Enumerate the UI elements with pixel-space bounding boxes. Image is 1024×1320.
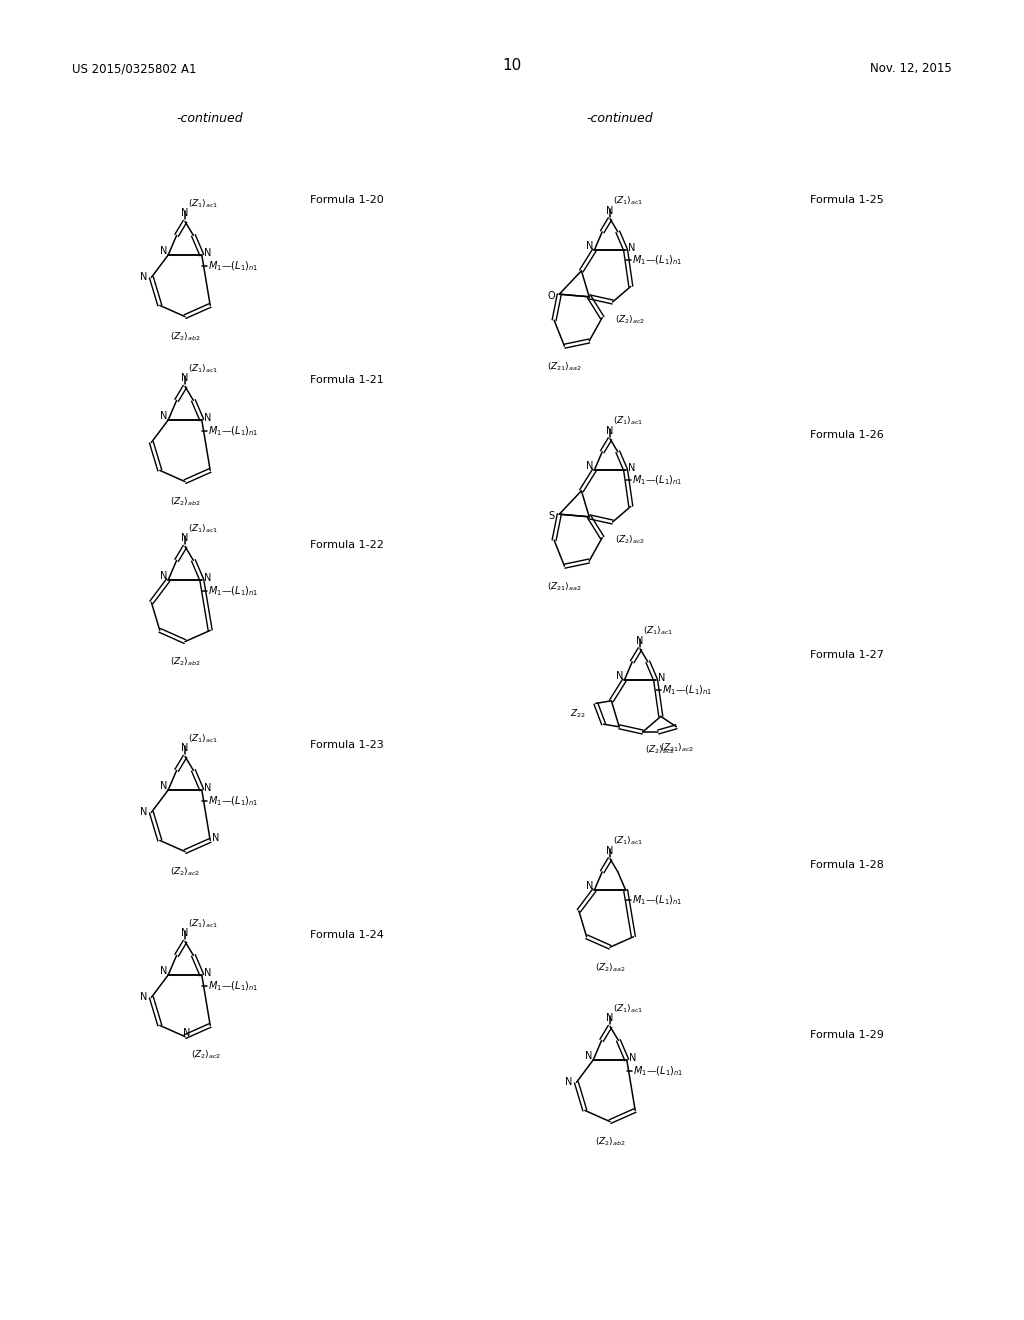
Text: $M_1$—$(L_1)_{n1}$: $M_1$—$(L_1)_{n1}$ xyxy=(208,425,258,438)
Text: -continued: -continued xyxy=(177,112,244,125)
Text: N: N xyxy=(586,880,593,891)
Text: Formula 1-20: Formula 1-20 xyxy=(310,195,384,205)
Text: Formula 1-26: Formula 1-26 xyxy=(810,430,884,440)
Text: S: S xyxy=(548,511,554,521)
Text: $Z_{22}$: $Z_{22}$ xyxy=(570,708,586,719)
Text: US 2015/0325802 A1: US 2015/0325802 A1 xyxy=(72,62,197,75)
Text: N: N xyxy=(139,993,147,1002)
Text: N: N xyxy=(629,1053,637,1063)
Text: N: N xyxy=(615,671,623,681)
Text: $(Z_1)_{ac1}$: $(Z_1)_{ac1}$ xyxy=(613,834,643,847)
Text: $(Z_1)_{ac1}$: $(Z_1)_{ac1}$ xyxy=(188,523,218,535)
Text: $(Z_1)_{ac1}$: $(Z_1)_{ac1}$ xyxy=(613,194,643,207)
Text: $(Z_2)_{ac2}$: $(Z_2)_{ac2}$ xyxy=(191,1048,221,1061)
Text: N: N xyxy=(181,743,188,754)
Text: N: N xyxy=(181,928,188,939)
Text: $M_1$—$(L_1)_{n1}$: $M_1$—$(L_1)_{n1}$ xyxy=(633,1064,683,1078)
Text: $(Z_{21})_{aa2}$: $(Z_{21})_{aa2}$ xyxy=(547,581,582,593)
Text: N: N xyxy=(564,1077,572,1088)
Text: $(Z_2)_{ac2}$: $(Z_2)_{ac2}$ xyxy=(614,314,645,326)
Text: 10: 10 xyxy=(503,58,521,73)
Text: $(Z_1)_{ac1}$: $(Z_1)_{ac1}$ xyxy=(188,362,218,375)
Text: N: N xyxy=(183,1027,190,1038)
Text: Nov. 12, 2015: Nov. 12, 2015 xyxy=(870,62,952,75)
Text: $M_1$—$(L_1)_{n1}$: $M_1$—$(L_1)_{n1}$ xyxy=(632,253,682,267)
Text: $M_1$—$(L_1)_{n1}$: $M_1$—$(L_1)_{n1}$ xyxy=(632,894,682,907)
Text: $(Z_1)_{ac1}$: $(Z_1)_{ac1}$ xyxy=(613,414,643,428)
Text: N: N xyxy=(181,533,188,544)
Text: N: N xyxy=(160,411,167,421)
Text: Formula 1-23: Formula 1-23 xyxy=(310,741,384,750)
Text: $(Z_2)_{ab2}$: $(Z_2)_{ab2}$ xyxy=(170,330,201,343)
Text: $(Z_2)_{aa2}$: $(Z_2)_{aa2}$ xyxy=(595,961,626,974)
Text: -continued: -continued xyxy=(587,112,653,125)
Text: N: N xyxy=(204,248,212,257)
Text: $(Z_{21})_{aa2}$: $(Z_{21})_{aa2}$ xyxy=(547,360,582,372)
Text: Formula 1-22: Formula 1-22 xyxy=(310,540,384,550)
Text: $M_1$—$(L_1)_{n1}$: $M_1$—$(L_1)_{n1}$ xyxy=(208,979,258,993)
Text: N: N xyxy=(160,781,167,791)
Text: $M_1$—$(L_1)_{n1}$: $M_1$—$(L_1)_{n1}$ xyxy=(208,585,258,598)
Text: $(Z_1)_{ac1}$: $(Z_1)_{ac1}$ xyxy=(188,197,218,210)
Text: $(Z_2)_{ab2}$: $(Z_2)_{ab2}$ xyxy=(170,656,201,668)
Text: Formula 1-28: Formula 1-28 xyxy=(810,861,884,870)
Text: Formula 1-24: Formula 1-24 xyxy=(310,931,384,940)
Text: $(Z_2)_{ac2}$: $(Z_2)_{ac2}$ xyxy=(170,866,200,878)
Text: $M_1$—$(L_1)_{n1}$: $M_1$—$(L_1)_{n1}$ xyxy=(662,684,712,697)
Text: N: N xyxy=(628,243,635,253)
Text: N: N xyxy=(606,206,613,215)
Text: $(Z_2)_{ab2}$: $(Z_2)_{ab2}$ xyxy=(595,1135,626,1148)
Text: N: N xyxy=(204,783,212,793)
Text: N: N xyxy=(628,463,635,473)
Text: Formula 1-25: Formula 1-25 xyxy=(810,195,884,205)
Text: $M_1$—$(L_1)_{n1}$: $M_1$—$(L_1)_{n1}$ xyxy=(208,795,258,808)
Text: N: N xyxy=(636,636,644,645)
Text: N: N xyxy=(181,374,188,383)
Text: $(Z_1)_{ac1}$: $(Z_1)_{ac1}$ xyxy=(613,1002,643,1015)
Text: N: N xyxy=(606,1014,613,1023)
Text: $(Z_1)_{ac1}$: $(Z_1)_{ac1}$ xyxy=(188,733,218,744)
Text: Formula 1-27: Formula 1-27 xyxy=(810,649,884,660)
Text: N: N xyxy=(204,573,212,583)
Text: N: N xyxy=(212,833,219,843)
Text: $M_1$—$(L_1)_{n1}$: $M_1$—$(L_1)_{n1}$ xyxy=(632,474,682,487)
Text: $(Z_2)_{ac2}$: $(Z_2)_{ac2}$ xyxy=(614,535,645,546)
Text: N: N xyxy=(585,1051,592,1061)
Text: $(Z_1)_{ac1}$: $(Z_1)_{ac1}$ xyxy=(188,917,218,929)
Text: N: N xyxy=(204,413,212,422)
Text: N: N xyxy=(160,572,167,581)
Text: O: O xyxy=(548,292,555,301)
Text: N: N xyxy=(586,242,593,251)
Text: N: N xyxy=(204,968,212,978)
Text: $(Z_1)_{ac1}$: $(Z_1)_{ac1}$ xyxy=(643,624,674,638)
Text: $(Z_2)_{ac2}$: $(Z_2)_{ac2}$ xyxy=(644,744,675,756)
Text: N: N xyxy=(657,673,666,682)
Text: N: N xyxy=(139,808,147,817)
Text: N: N xyxy=(586,461,593,471)
Text: N: N xyxy=(606,426,613,436)
Text: Formula 1-21: Formula 1-21 xyxy=(310,375,384,385)
Text: N: N xyxy=(606,846,613,855)
Text: Formula 1-29: Formula 1-29 xyxy=(810,1030,884,1040)
Text: $(Z_2)_{ab2}$: $(Z_2)_{ab2}$ xyxy=(170,495,201,508)
Text: $(Z_{21})_{ac2}$: $(Z_{21})_{ac2}$ xyxy=(660,742,694,755)
Text: $M_1$—$(L_1)_{n1}$: $M_1$—$(L_1)_{n1}$ xyxy=(208,260,258,273)
Text: N: N xyxy=(160,966,167,975)
Text: N: N xyxy=(181,209,188,218)
Text: N: N xyxy=(139,272,147,282)
Text: N: N xyxy=(160,246,167,256)
